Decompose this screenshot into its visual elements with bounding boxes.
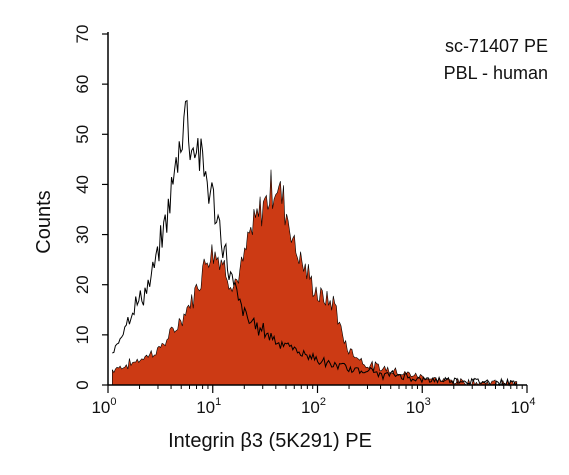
y-tick-label: 70	[73, 25, 92, 44]
x-axis-label: Integrin β3 (5K291) PE	[168, 430, 372, 452]
y-tick-label: 40	[73, 175, 92, 194]
series-layer	[112, 99, 518, 387]
x-tick-label: 100	[91, 396, 116, 417]
series-filled-histogram	[112, 169, 518, 386]
axes-layer: 0 10 20 30 40 50 60 70 100 101 102 103 104	[73, 25, 536, 417]
y-tick-label: 60	[73, 75, 92, 94]
y-tick-label: 10	[73, 325, 92, 344]
y-axis-label: Counts	[33, 190, 55, 253]
x-tick-label: 104	[510, 396, 535, 417]
y-tick-label: 20	[73, 275, 92, 294]
x-tick-label: 101	[196, 396, 221, 417]
y-tick-label: 30	[73, 225, 92, 244]
annotation-sample: PBL - human	[444, 63, 548, 83]
x-tick-label: 102	[301, 396, 326, 417]
x-tick-label: 103	[406, 396, 431, 417]
y-tick-label: 0	[73, 380, 92, 389]
y-tick-label: 50	[73, 125, 92, 144]
series-outline-histogram	[112, 99, 518, 387]
annotation-reagent: sc-71407 PE	[445, 36, 548, 56]
